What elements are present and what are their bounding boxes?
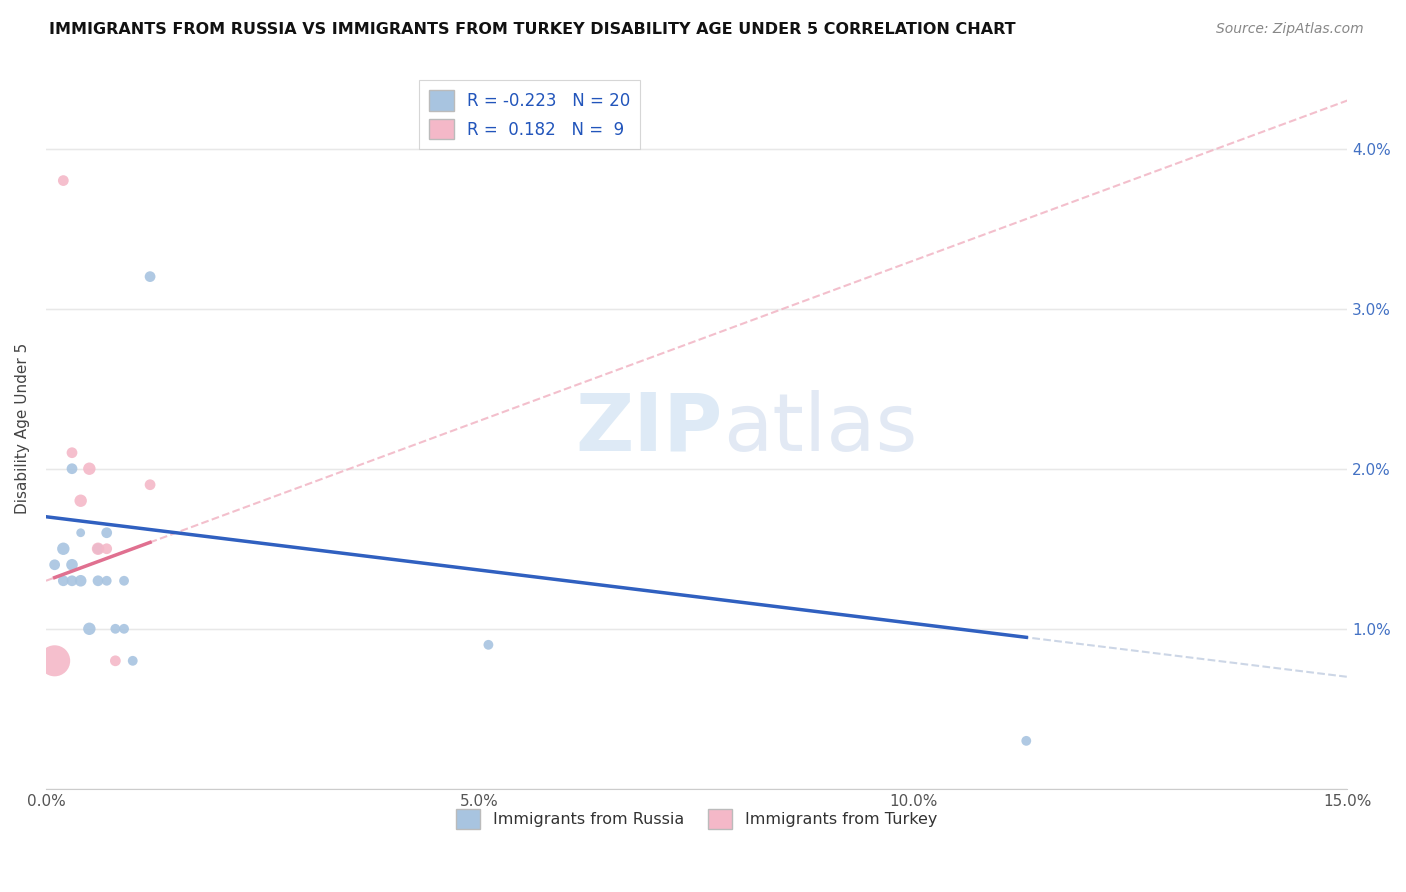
Point bbox=[96, 525, 118, 540]
Point bbox=[60, 446, 83, 460]
Point bbox=[60, 461, 83, 475]
Point bbox=[139, 477, 162, 491]
Point bbox=[52, 173, 75, 187]
Point bbox=[112, 574, 135, 588]
Point bbox=[60, 558, 83, 572]
Point bbox=[44, 654, 66, 668]
Point bbox=[96, 574, 118, 588]
Point bbox=[477, 638, 499, 652]
Point bbox=[87, 541, 110, 556]
Point bbox=[96, 541, 118, 556]
Point bbox=[112, 622, 135, 636]
Text: atlas: atlas bbox=[723, 390, 917, 467]
Point bbox=[1015, 734, 1038, 748]
Point bbox=[60, 574, 83, 588]
Point bbox=[69, 493, 91, 508]
Point bbox=[69, 525, 91, 540]
Point bbox=[69, 574, 91, 588]
Point bbox=[79, 461, 101, 475]
Point bbox=[52, 574, 75, 588]
Point bbox=[104, 622, 127, 636]
Text: ZIP: ZIP bbox=[575, 390, 723, 467]
Point bbox=[139, 269, 162, 284]
Point bbox=[121, 654, 143, 668]
Text: Source: ZipAtlas.com: Source: ZipAtlas.com bbox=[1216, 22, 1364, 37]
Point bbox=[87, 574, 110, 588]
Point bbox=[79, 622, 101, 636]
Text: IMMIGRANTS FROM RUSSIA VS IMMIGRANTS FROM TURKEY DISABILITY AGE UNDER 5 CORRELAT: IMMIGRANTS FROM RUSSIA VS IMMIGRANTS FRO… bbox=[49, 22, 1015, 37]
Point bbox=[104, 654, 127, 668]
Point bbox=[44, 558, 66, 572]
Y-axis label: Disability Age Under 5: Disability Age Under 5 bbox=[15, 343, 30, 515]
Point bbox=[52, 541, 75, 556]
Legend: Immigrants from Russia, Immigrants from Turkey: Immigrants from Russia, Immigrants from … bbox=[450, 803, 943, 835]
Point bbox=[87, 541, 110, 556]
